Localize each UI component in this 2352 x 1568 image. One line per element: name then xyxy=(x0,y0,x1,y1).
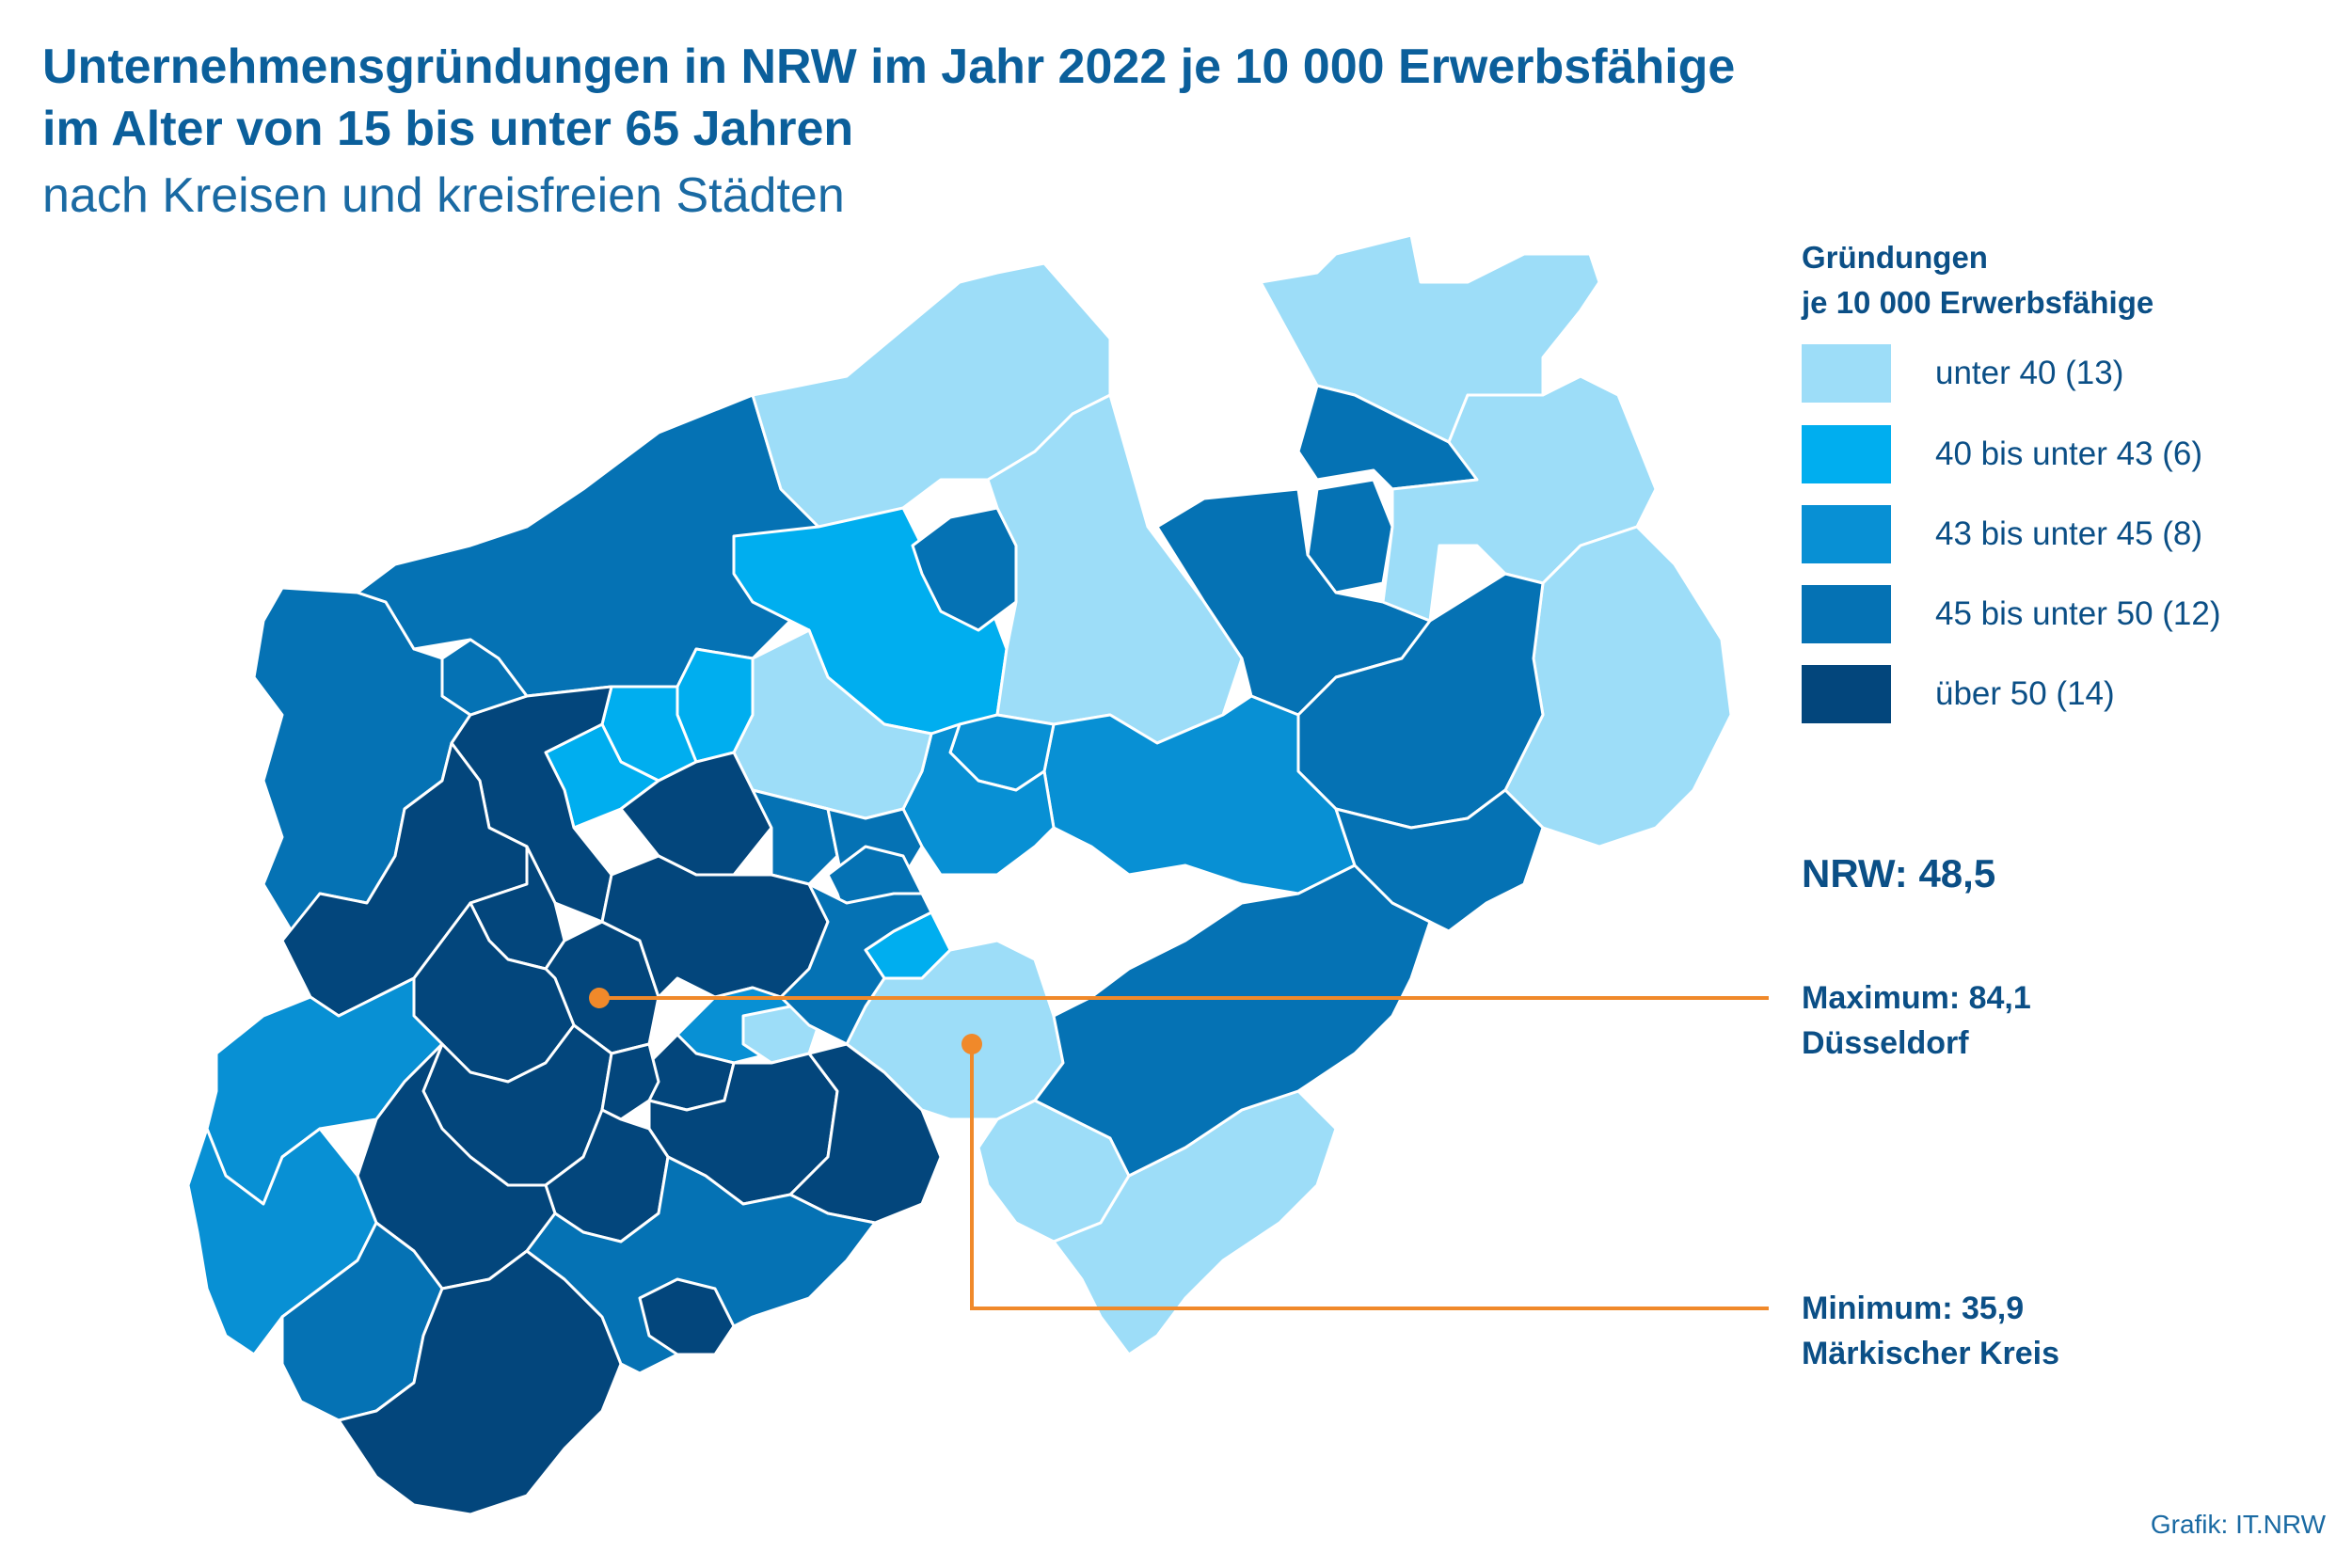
legend-title: Gründungen je 10 000 Erwerbsfähige xyxy=(1802,235,2153,325)
legend-swatch xyxy=(1802,665,1891,723)
minimum-region: Märkischer Kreis xyxy=(1802,1336,2060,1371)
source-credit: Grafik: IT.NRW xyxy=(2150,1510,2326,1539)
legend-swatch xyxy=(1802,344,1891,403)
legend-swatch xyxy=(1802,585,1891,643)
nrw-total: NRW: 48,5 xyxy=(1802,851,1996,895)
region-wesel xyxy=(440,638,529,717)
maximum-region: Düsseldorf xyxy=(1802,1025,1969,1061)
legend-item: 43 bis unter 45 (8) xyxy=(1802,505,2202,563)
region-ennepe-ruhr xyxy=(779,882,933,1046)
title-line-2: im Alter von 15 bis unter 65 Jahren xyxy=(42,102,854,156)
callout-maximum: Maximum: 84,1 Düsseldorf xyxy=(1802,975,2031,1066)
legend-label: 45 bis unter 50 (12) xyxy=(1935,595,2221,632)
legend-item: 40 bis unter 43 (6) xyxy=(1802,425,2202,483)
legend-title-line-2: je 10 000 Erwerbsfähige xyxy=(1802,285,2154,320)
minimum-value: Minimum: 35,9 xyxy=(1802,1291,2025,1326)
chart-title: Unternehmensgründungen in NRW im Jahr 20… xyxy=(42,36,1735,160)
callout-lines xyxy=(599,996,1769,1310)
title-line-1: Unternehmensgründungen in NRW im Jahr 20… xyxy=(42,40,1736,94)
maximum-value: Maximum: 84,1 xyxy=(1802,980,2031,1016)
region-bonn xyxy=(638,1277,736,1356)
chart-subtitle: nach Kreisen und kreisfreien Städten xyxy=(42,168,845,223)
marker-maximum xyxy=(589,988,610,1008)
region-hoexter-south xyxy=(1334,788,1545,933)
callout-minimum: Minimum: 35,9 Märkischer Kreis xyxy=(1802,1286,2059,1376)
legend-label: 40 bis unter 43 (6) xyxy=(1935,436,2203,472)
legend-swatch xyxy=(1802,425,1891,483)
marker-minimum xyxy=(961,1034,982,1054)
region-rhein-sieg xyxy=(525,1155,877,1375)
legend-label: unter 40 (13) xyxy=(1935,355,2124,391)
legend-item: unter 40 (13) xyxy=(1802,344,2123,403)
legend-label: über 50 (14) xyxy=(1935,675,2115,712)
legend-item: 45 bis unter 50 (12) xyxy=(1802,585,2221,643)
region-essen xyxy=(619,751,773,877)
legend-label: 43 bis unter 45 (8) xyxy=(1935,515,2203,552)
callout-line-minimum xyxy=(970,1044,1769,1310)
legend-item: über 50 (14) xyxy=(1802,665,2115,723)
legend-swatch xyxy=(1802,505,1891,563)
legend-title-line-1: Gründungen xyxy=(1802,240,1988,275)
region-hochsauerland xyxy=(1033,863,1432,1178)
